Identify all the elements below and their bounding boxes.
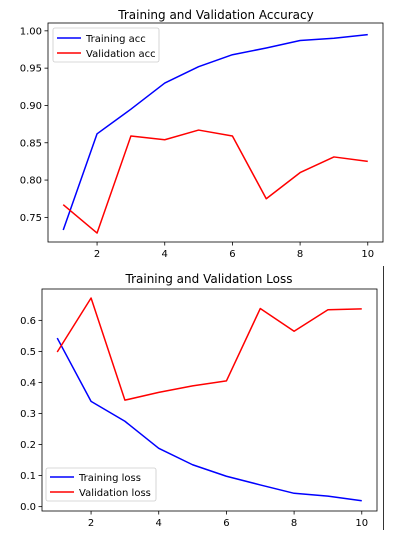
x-tick-label: 2 [88,518,94,529]
x-tick-label: 8 [291,518,297,529]
x-tick-label: 2 [94,249,100,260]
y-tick-label: 0.3 [20,409,36,420]
accuracy-chart: Training and Validation Accuracy 2 4 6 8 10 0… [20,8,384,260]
series-line-validation [62,129,368,234]
plot-area: 2 4 6 8 10 0.75 0.80 0.85 0.90 0.95 1.00 [20,22,384,260]
y-tick-label: 1.00 [20,26,42,37]
y-tick-label: 0.4 [20,378,36,389]
x-tick-label: 8 [297,249,303,260]
legend-label-validation: Validation acc [86,49,156,60]
chart-title: Training and Validation Loss [125,272,293,286]
series-line-training [62,33,368,231]
y-tick-label: 0.1 [20,471,36,482]
series-line-validation [56,297,362,401]
y-tick-label: 0.95 [20,64,42,75]
series-line-training [56,337,362,502]
legend-label-validation: Validation loss [79,488,151,499]
x-tick-label: 4 [162,249,168,260]
axes-frame [41,288,378,512]
legend: Training acc Validation acc [52,27,160,63]
y-tick-label: 0.75 [20,213,42,224]
legend-label-training: Training loss [78,473,141,484]
x-tick-label: 6 [223,518,229,529]
legend-label-training: Training acc [85,34,146,45]
x-tick-label: 10 [355,518,368,529]
y-tick-label: 0.2 [20,440,36,451]
y-tick-label: 0.90 [20,101,42,112]
plot-area: 2 4 6 8 10 0.0 0.1 0.2 0.3 0.4 0.5 0.6 [20,288,378,529]
y-tick-label: 0.0 [20,502,36,513]
y-tick-label: 0.80 [20,176,42,187]
legend: Training loss Validation loss [45,467,157,502]
y-tick-label: 0.85 [20,138,42,149]
loss-chart: Training and Validation Loss 2 4 6 8 10 0.0 0.… [20,272,378,529]
x-tick-label: 6 [229,249,235,260]
y-tick-label: 0.5 [20,347,36,358]
chart-title: Training and Validation Accuracy [117,8,313,22]
x-tick-label: 10 [361,249,374,260]
axes-frame [47,22,384,243]
x-tick-label: 4 [156,518,162,529]
y-tick-label: 0.6 [20,316,36,327]
